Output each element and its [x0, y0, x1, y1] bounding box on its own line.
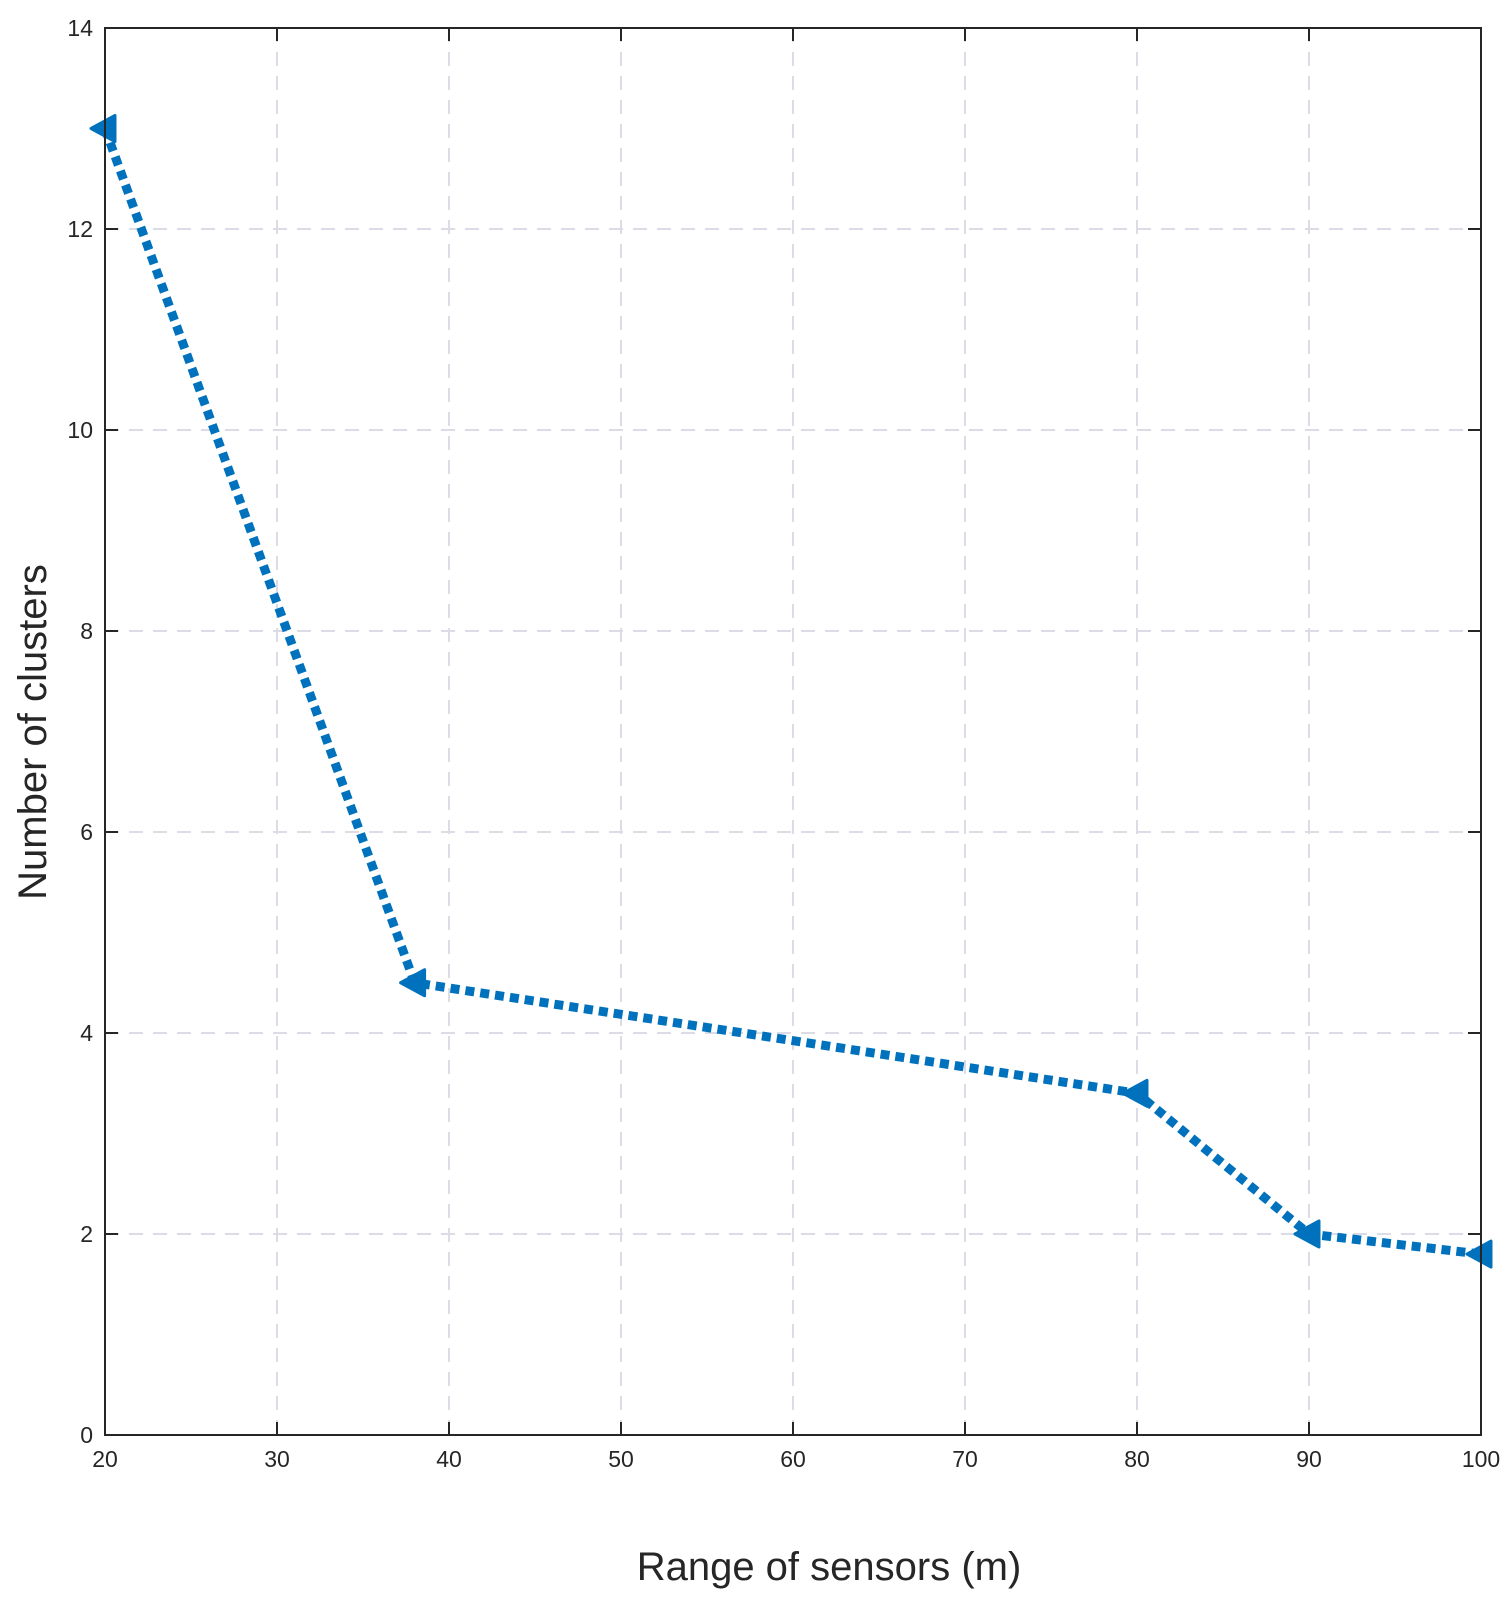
y-axis-title: Number of clusters	[11, 564, 55, 900]
x-tick-label: 100	[1462, 1446, 1500, 1472]
y-tick-label: 4	[80, 1020, 93, 1046]
data-point-marker	[1293, 1219, 1321, 1249]
x-tick-label: 70	[952, 1446, 978, 1472]
data-point-marker	[1121, 1078, 1149, 1108]
x-tick-label: 60	[780, 1446, 806, 1472]
x-tick-label: 40	[436, 1446, 462, 1472]
y-tick-label: 6	[80, 819, 93, 845]
x-axis-title: Range of sensors (m)	[637, 1545, 1022, 1589]
y-tick-label: 8	[80, 618, 93, 644]
y-tick-label: 12	[67, 216, 93, 242]
y-tick-label: 10	[67, 417, 93, 443]
data-point-marker	[399, 968, 427, 998]
x-tick-label: 50	[608, 1446, 634, 1472]
grid	[105, 28, 1481, 1435]
x-tick-label: 80	[1124, 1446, 1150, 1472]
series	[89, 114, 1493, 1269]
x-tick-label: 20	[92, 1446, 118, 1472]
y-tick-label: 0	[80, 1422, 93, 1448]
data-point-marker	[1465, 1239, 1493, 1269]
y-tick-label: 14	[67, 15, 93, 41]
data-point-marker	[89, 114, 117, 143]
y-tick-label: 2	[80, 1221, 93, 1247]
x-tick-label: 30	[264, 1446, 290, 1472]
x-tick-label: 90	[1296, 1446, 1322, 1472]
series-layer	[89, 114, 1493, 1269]
ticks: 20 30 40 50 60 70 80 90 100 0 2 4 6 8 10 12 14	[67, 15, 1500, 1472]
